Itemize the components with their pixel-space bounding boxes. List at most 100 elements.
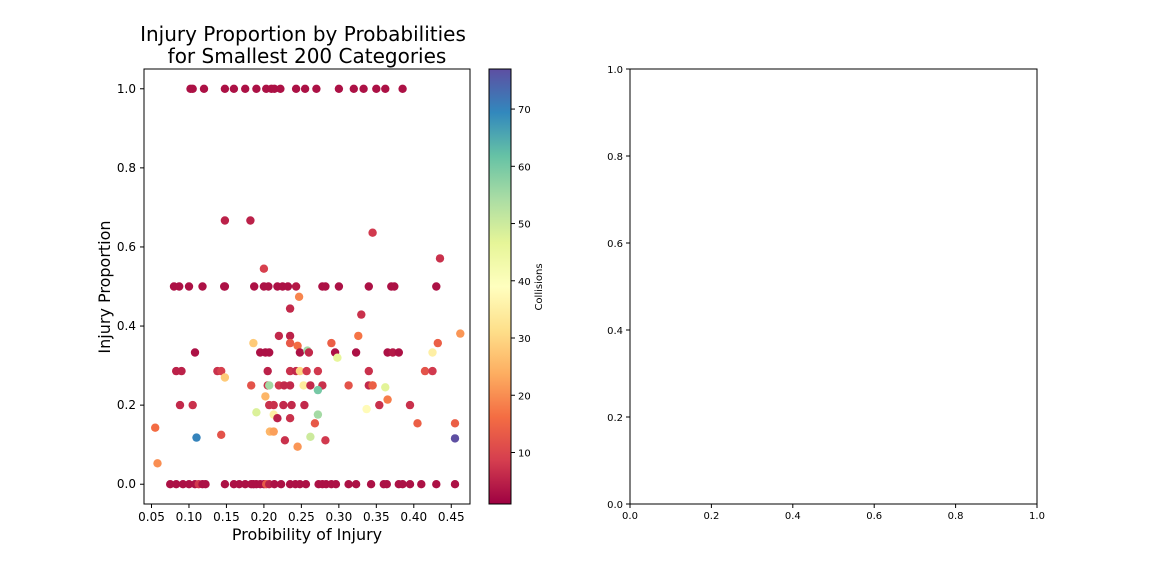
scatter-point <box>417 480 426 489</box>
scatter-point <box>450 434 460 443</box>
scatter-point <box>301 480 311 489</box>
scatter-point <box>312 84 321 94</box>
scatter-point <box>388 348 397 357</box>
colorbar-tick-label: 50 <box>518 220 531 231</box>
scatter-point <box>382 480 391 489</box>
scatter-point <box>220 216 230 225</box>
scatter-point <box>383 395 392 404</box>
x-tick-label: 0.6 <box>866 511 882 522</box>
scatter-point <box>456 329 465 338</box>
y-axis-ticks: 0.0 0.2 0.4 0.6 0.8 1.0 <box>117 82 144 491</box>
scatter-point <box>192 433 201 442</box>
scatter-point <box>450 419 460 428</box>
y-tick-label: 0.6 <box>607 239 623 250</box>
scatter-point <box>220 480 230 489</box>
scatter-point <box>291 84 301 94</box>
x-tick-label: 0.15 <box>213 510 240 524</box>
scatter-point <box>270 480 279 489</box>
scatter-point <box>321 282 330 291</box>
scatter-point <box>299 381 308 390</box>
scatter-point <box>306 381 315 390</box>
scatter-point <box>199 84 209 94</box>
scatter-point <box>435 254 445 263</box>
scatter-point <box>405 400 415 410</box>
colorbar-label: Collisions <box>534 263 545 310</box>
scatter-point <box>364 282 373 291</box>
scatter-point <box>405 480 415 489</box>
scatter-point <box>450 480 460 489</box>
scatter-point <box>246 216 255 225</box>
x-tick-label: 0.8 <box>948 511 964 522</box>
scatter-point <box>293 442 302 451</box>
scatter-point <box>241 480 250 489</box>
scatter-point <box>375 400 384 410</box>
scatter-point <box>252 84 261 94</box>
scatter-point <box>381 383 390 392</box>
y-tick-label: 1.0 <box>607 65 623 76</box>
scatter-point <box>432 282 441 291</box>
scatter-point <box>349 84 358 94</box>
scatter-point <box>394 348 403 357</box>
scatter-point <box>364 366 373 376</box>
scatter-point <box>428 366 437 376</box>
colorbar-tick-label: 60 <box>518 162 531 173</box>
scatter-point <box>276 480 286 489</box>
scatter-point <box>285 381 295 390</box>
scatter-point <box>313 366 323 376</box>
scatter-point <box>294 292 304 301</box>
scatter-point <box>433 338 442 348</box>
y-tick-label: 0.2 <box>117 398 136 412</box>
scatter-point <box>184 282 194 291</box>
scatter-point <box>276 84 285 94</box>
x-tick-label: 0.0 <box>622 511 638 522</box>
x-axis-ticks: 0.05 0.10 0.15 0.20 0.25 0.30 0.35 0.40 0.45 <box>138 504 465 524</box>
scatter-point <box>381 84 390 94</box>
scatter-point <box>280 436 290 445</box>
scatter-point <box>151 423 160 432</box>
scatter-point <box>351 480 361 489</box>
scatter-point <box>153 459 162 468</box>
plot-frame-empty <box>629 68 1038 505</box>
scatter-point <box>249 338 258 348</box>
scatter-point <box>175 282 184 291</box>
scatter-point <box>285 304 295 313</box>
x-tick-label: 1.0 <box>1029 511 1045 522</box>
scatter-point <box>295 480 305 489</box>
scatter-point <box>366 480 376 489</box>
scatter-chart: Injury Proportion by Probabilities for S… <box>95 22 471 544</box>
scatter-point <box>306 432 315 441</box>
scatter-point <box>354 331 363 341</box>
scatter-point <box>413 419 422 428</box>
colorbar-tick-label: 40 <box>518 277 531 288</box>
scatter-point <box>269 427 278 436</box>
scatter-point <box>359 84 368 94</box>
scatter-point <box>172 480 181 489</box>
scatter-point <box>344 480 353 489</box>
scatter-point <box>217 430 226 439</box>
y-tick-label: 0.0 <box>117 477 136 491</box>
scatter-point <box>190 348 200 357</box>
scatter-point <box>313 410 323 419</box>
x-tick-label: 0.05 <box>138 510 165 524</box>
colorbar-gradient <box>488 68 512 505</box>
y-tick-label: 1.0 <box>117 82 136 96</box>
x-tick-label: 0.25 <box>288 510 315 524</box>
scatter-point <box>302 366 311 376</box>
scatter-point <box>166 480 175 489</box>
scatter-point <box>368 381 377 390</box>
scatter-point <box>333 353 342 362</box>
scatter-point <box>432 480 441 489</box>
scatter-point <box>229 84 239 94</box>
scatter-point <box>300 400 309 410</box>
scatter-point <box>313 385 323 395</box>
x-tick-label: 0.40 <box>400 510 427 524</box>
y-tick-label: 0.0 <box>607 500 623 511</box>
empty-chart: 0.0 0.2 0.4 0.6 0.8 1.0 0.0 0.2 0.4 0.6 0.8 1.0 <box>607 65 1045 522</box>
scatter-point <box>334 84 344 94</box>
scatter-point <box>184 480 194 489</box>
scatter-point <box>331 480 341 489</box>
scatter-point <box>235 480 244 489</box>
x-axis-ticks-empty: 0.0 0.2 0.4 0.6 0.8 1.0 <box>622 504 1045 522</box>
scatter-point <box>327 338 336 348</box>
scatter-point <box>321 436 330 445</box>
